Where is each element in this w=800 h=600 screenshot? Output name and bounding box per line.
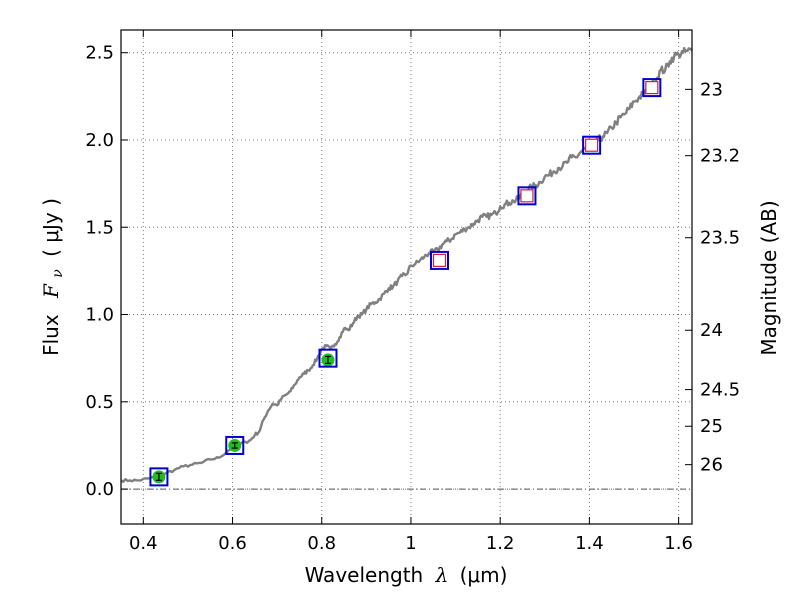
x-tick-label: 1.6 <box>664 533 693 554</box>
x-tick-label: 1.2 <box>486 533 515 554</box>
x-axis-ticks: 0.4 0.6 0.8 1 1.2 1.4 1.6 <box>129 30 693 554</box>
right-tick-label: 26 <box>700 455 723 476</box>
right-tick-label: 24 <box>700 320 723 341</box>
upper-limit-marker <box>585 138 599 152</box>
right-axis-ticks: 23 23.2 23.5 24 24.5 25 26 <box>685 79 740 476</box>
right-tick-label: 24.5 <box>700 380 740 401</box>
y-tick-label: 2.0 <box>85 130 114 151</box>
y-tick-label: 1.5 <box>85 217 114 238</box>
right-tick-label: 23.2 <box>700 146 740 167</box>
spectrum-series <box>121 46 692 483</box>
spectrum-line <box>121 46 692 483</box>
right-axis-label: Magnitude (AB) <box>757 200 781 355</box>
model-photometry-box <box>225 435 245 455</box>
model-photometry-box <box>430 250 450 270</box>
y-tick-label: 0.0 <box>85 479 114 500</box>
x-tick-label: 1.4 <box>575 533 604 554</box>
model-photometry-box <box>517 186 537 206</box>
x-tick-label: 0.6 <box>218 533 247 554</box>
model-photometry-box <box>149 467 169 487</box>
plot-frame <box>120 29 693 525</box>
upper-limit-marker <box>520 189 534 203</box>
y-tick-label: 1.0 <box>85 305 114 326</box>
y-tick-label: 0.5 <box>85 392 114 413</box>
model-photometry-box <box>642 78 662 98</box>
x-tick-label: 0.8 <box>307 533 336 554</box>
right-tick-label: 23 <box>700 79 723 100</box>
x-axis-label: Wavelength λ (μm) <box>305 563 508 587</box>
upper-limit-marker <box>432 253 447 268</box>
upper-limit-marker <box>645 81 659 95</box>
right-tick-label: 25 <box>700 416 723 437</box>
y-tick-label: 2.5 <box>85 43 114 64</box>
grid <box>121 30 692 524</box>
y-axis-ticks: 0.0 0.5 1.0 1.5 2.0 2.5 <box>85 43 128 500</box>
x-tick-label: 1 <box>405 533 416 554</box>
model-photometry-box <box>582 135 602 155</box>
x-tick-label: 0.4 <box>129 533 158 554</box>
y-axis-label: Flux F ν ( μJy ) <box>39 198 67 356</box>
photometry-points <box>149 78 662 487</box>
model-photometry-box <box>318 348 338 368</box>
right-tick-label: 23.5 <box>700 228 740 249</box>
